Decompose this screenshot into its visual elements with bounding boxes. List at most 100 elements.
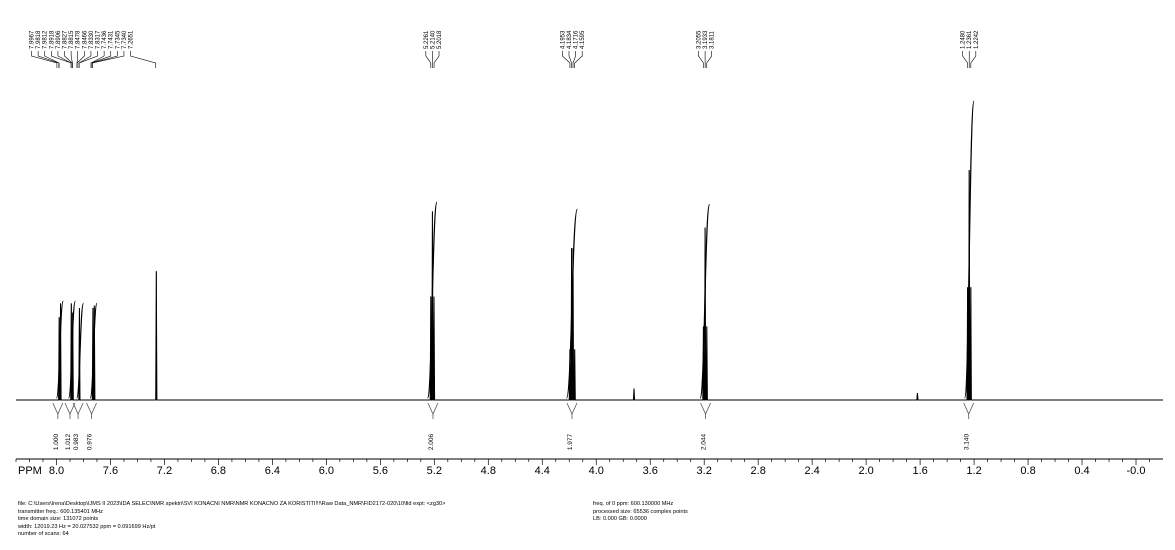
peak-label: 3.2055 xyxy=(696,30,702,49)
integral-value: 0.976 xyxy=(87,433,94,450)
peak-labels: 7.9967 7.9818 7.9812 7.8918 7.8906 7.8827 7.88… xyxy=(30,30,980,68)
peak-leader xyxy=(433,51,440,68)
peak-label: 7.7340 xyxy=(122,30,128,49)
integral-labels: 1.000 1.012 0.983 0.976 2.006 1.977 2.044 3.140 xyxy=(53,433,971,450)
integral-bracket xyxy=(86,402,97,415)
acquisition-info: file: C:\Users\Irena\Desktop\IJMS II 202… xyxy=(18,501,445,539)
info-line: width: 12019.23 Hz = 20.027532 ppm = 0.0… xyxy=(18,523,156,530)
x-tick-label: 5.2 xyxy=(427,465,442,477)
peak-label: 7.8906 xyxy=(56,30,62,49)
x-tick-label: -0.0 xyxy=(1127,465,1146,477)
peak-label: 1.2361 xyxy=(967,30,973,49)
x-tick-label: 4.0 xyxy=(589,465,604,477)
peak-label: 7.9818 xyxy=(36,30,42,49)
peak-leader xyxy=(698,51,704,68)
peak-leader xyxy=(425,51,432,68)
x-tick-label: 6.8 xyxy=(211,465,226,477)
info-line: file: C:\Users\Irena\Desktop\IJMS II 202… xyxy=(18,501,446,507)
peak-leader xyxy=(70,51,73,68)
integral-bracket xyxy=(427,402,439,415)
peak-label: 7.2651 xyxy=(129,30,135,49)
integral-bracket xyxy=(700,402,711,415)
x-tick-label: 4.4 xyxy=(535,465,550,477)
x-tick-label: 1.6 xyxy=(912,465,927,477)
peak-leader xyxy=(90,51,112,68)
x-tick-label: 1.2 xyxy=(966,465,981,477)
info-line: time domain size: 131072 points xyxy=(18,516,99,523)
peak-label: 3.1811 xyxy=(710,30,716,49)
peak-label: 5.2261 xyxy=(424,30,430,49)
integral-value: 0.983 xyxy=(73,433,80,450)
peak-leader xyxy=(57,51,72,68)
peak-leader xyxy=(92,51,125,68)
peak-label: 7.9812 xyxy=(43,30,49,49)
peak-label: 1.2242 xyxy=(974,30,980,49)
spectrum-line xyxy=(16,169,1163,401)
x-tick-label: 6.4 xyxy=(265,465,280,477)
peak-label: 7.7436 xyxy=(102,30,108,49)
x-tick-label: 0.4 xyxy=(1074,465,1089,477)
peak-leader xyxy=(574,51,583,68)
processing-info: freq. of 0 ppm: 600.130000 MHz processed… xyxy=(593,501,688,524)
peak-leader xyxy=(37,51,60,68)
x-tick-label: 8.0 xyxy=(49,465,64,477)
peak-leader xyxy=(572,51,576,68)
peak-label: 7.8478 xyxy=(76,30,82,49)
peak-label: 4.1595 xyxy=(580,30,586,49)
peak-label: 7.8815 xyxy=(69,30,75,49)
x-tick-label: 2.8 xyxy=(751,465,766,477)
peak-label: 4.1953 xyxy=(560,30,566,49)
peak-leader xyxy=(706,51,712,68)
peak-label: 4.1834 xyxy=(567,30,573,49)
peak-leader xyxy=(562,51,571,68)
info-line: LB: 0.000 GB: 0.0000 xyxy=(593,516,647,523)
integral-value: 2.006 xyxy=(428,433,435,450)
peak-leader xyxy=(91,51,118,68)
x-tick-label: 5.6 xyxy=(373,465,388,477)
info-line: freq. of 0 ppm: 600.130000 MHz xyxy=(593,501,674,507)
peak-label: 7.8827 xyxy=(63,30,69,49)
integral-bracket xyxy=(566,402,578,415)
info-line: processed size: 65536 complex points xyxy=(593,508,688,515)
peak-leader xyxy=(962,51,968,68)
x-tick-label: 7.6 xyxy=(103,465,118,477)
peak-label: 5.2018 xyxy=(437,30,443,49)
x-tick-label: 3.6 xyxy=(643,465,658,477)
peak-label: 7.8466 xyxy=(82,30,88,49)
peak-label: 1.2480 xyxy=(961,30,967,49)
peak-leader xyxy=(568,51,572,68)
integral-bracket xyxy=(52,402,64,415)
peak-leader xyxy=(130,51,156,68)
peak-leader xyxy=(970,51,977,68)
x-tick-label: 6.0 xyxy=(319,465,334,477)
peak-label: 4.1716 xyxy=(574,30,580,49)
peak-label: 7.7345 xyxy=(115,30,121,49)
integral-value: 3.140 xyxy=(964,433,971,450)
x-tick-label: 7.2 xyxy=(157,465,172,477)
peak-label: 3.1933 xyxy=(703,30,709,49)
integral-bracket xyxy=(963,402,975,415)
peak-label: 7.8317 xyxy=(96,30,102,49)
peak-label: 7.8918 xyxy=(49,30,55,49)
x-axis-label: PPM xyxy=(18,465,42,477)
x-tick-label: 3.2 xyxy=(697,465,712,477)
peak-leader xyxy=(44,51,60,68)
integral-value: 1.000 xyxy=(53,433,60,450)
integral-value: 1.012 xyxy=(65,433,72,450)
peak-label: 7.7431 xyxy=(109,30,115,49)
peak-label: 7.8330 xyxy=(89,30,95,49)
peak-leader xyxy=(78,51,98,68)
x-axis: PPM 8.0 7.6 7.2 6.8 6.4 6.0 5.6 5.2 4.8 4.4 4.0 3.6 3… xyxy=(15,458,1163,477)
peak-label: 5.2140 xyxy=(430,30,436,49)
x-tick-label: 4.8 xyxy=(481,465,496,477)
x-tick-label: 2.0 xyxy=(858,465,873,477)
integral-value: 1.977 xyxy=(567,433,574,450)
peak-label: 7.9967 xyxy=(30,30,36,49)
peak-leader xyxy=(76,51,85,68)
x-tick-label: 2.4 xyxy=(805,465,820,477)
info-line: number of scans: 64 xyxy=(18,531,69,538)
info-line: transmitter freq.: 600.135401 MHz xyxy=(18,508,103,515)
integral-value: 2.044 xyxy=(701,433,708,450)
integral-curves xyxy=(52,100,975,419)
